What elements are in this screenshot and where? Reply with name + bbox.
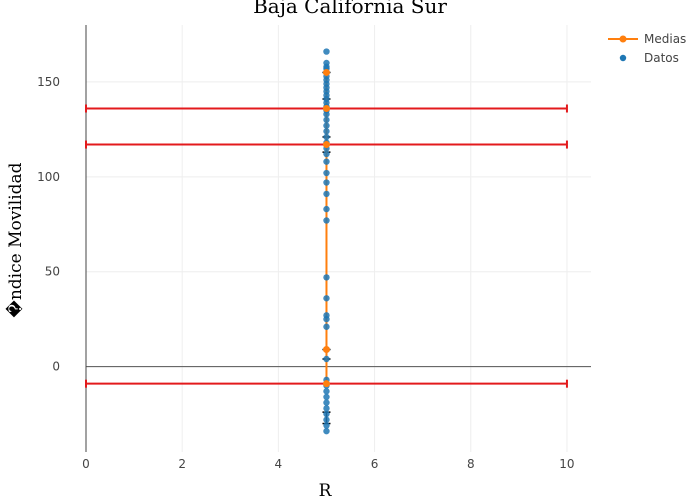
datos-point — [323, 355, 330, 363]
datos-point — [323, 416, 330, 423]
datos-point — [323, 399, 330, 406]
x-tick-label: 8 — [467, 457, 475, 471]
datos-point — [323, 315, 330, 323]
series — [322, 48, 330, 435]
datos-point — [323, 205, 330, 213]
datos-point — [323, 422, 330, 429]
datos-point — [323, 323, 330, 330]
medias-point — [322, 68, 330, 76]
y-axis-label: �ndice Movilidad — [5, 162, 26, 317]
y-tick-label: 0 — [52, 360, 60, 374]
datos-point — [323, 274, 330, 281]
x-tick-label: 2 — [178, 457, 186, 471]
legend[interactable]: Medias Datos — [608, 32, 686, 65]
y-tick-label: 150 — [37, 75, 60, 89]
datos-point — [323, 410, 330, 418]
legend-datos-label: Datos — [644, 51, 679, 65]
x-axis-label: R — [319, 481, 333, 500]
datos-point — [323, 179, 330, 186]
datos-point — [323, 128, 330, 135]
medias-point — [322, 141, 330, 149]
datos-point — [323, 393, 330, 401]
y-tick-label: 50 — [45, 265, 60, 279]
legend-medias-marker — [619, 35, 627, 43]
datos-point — [323, 217, 330, 224]
legend-datos-marker — [619, 54, 627, 62]
datos-point — [323, 158, 330, 165]
medias-point — [322, 105, 330, 113]
datos-point — [323, 190, 330, 198]
x-tick-label: 0 — [82, 457, 90, 471]
medias-point — [322, 380, 330, 388]
datos-point — [323, 295, 330, 302]
datos-point — [323, 110, 330, 118]
datos-point — [323, 169, 330, 177]
medias-point — [322, 346, 330, 354]
x-tick-label: 4 — [275, 457, 283, 471]
datos-point — [323, 405, 330, 412]
datos-point — [323, 122, 330, 129]
chart-title: Baja California Sur — [253, 0, 447, 18]
datos-point — [323, 150, 330, 158]
datos-point — [323, 388, 330, 395]
datos-point — [323, 133, 330, 141]
x-tick-label: 6 — [371, 457, 379, 471]
x-tick-label: 10 — [559, 457, 574, 471]
datos-point — [323, 116, 330, 124]
datos-point — [323, 427, 330, 435]
y-tick-label: 100 — [37, 170, 60, 184]
datos-point — [323, 48, 330, 55]
legend-medias-label: Medias — [644, 32, 686, 46]
grid-lines — [85, 25, 591, 452]
